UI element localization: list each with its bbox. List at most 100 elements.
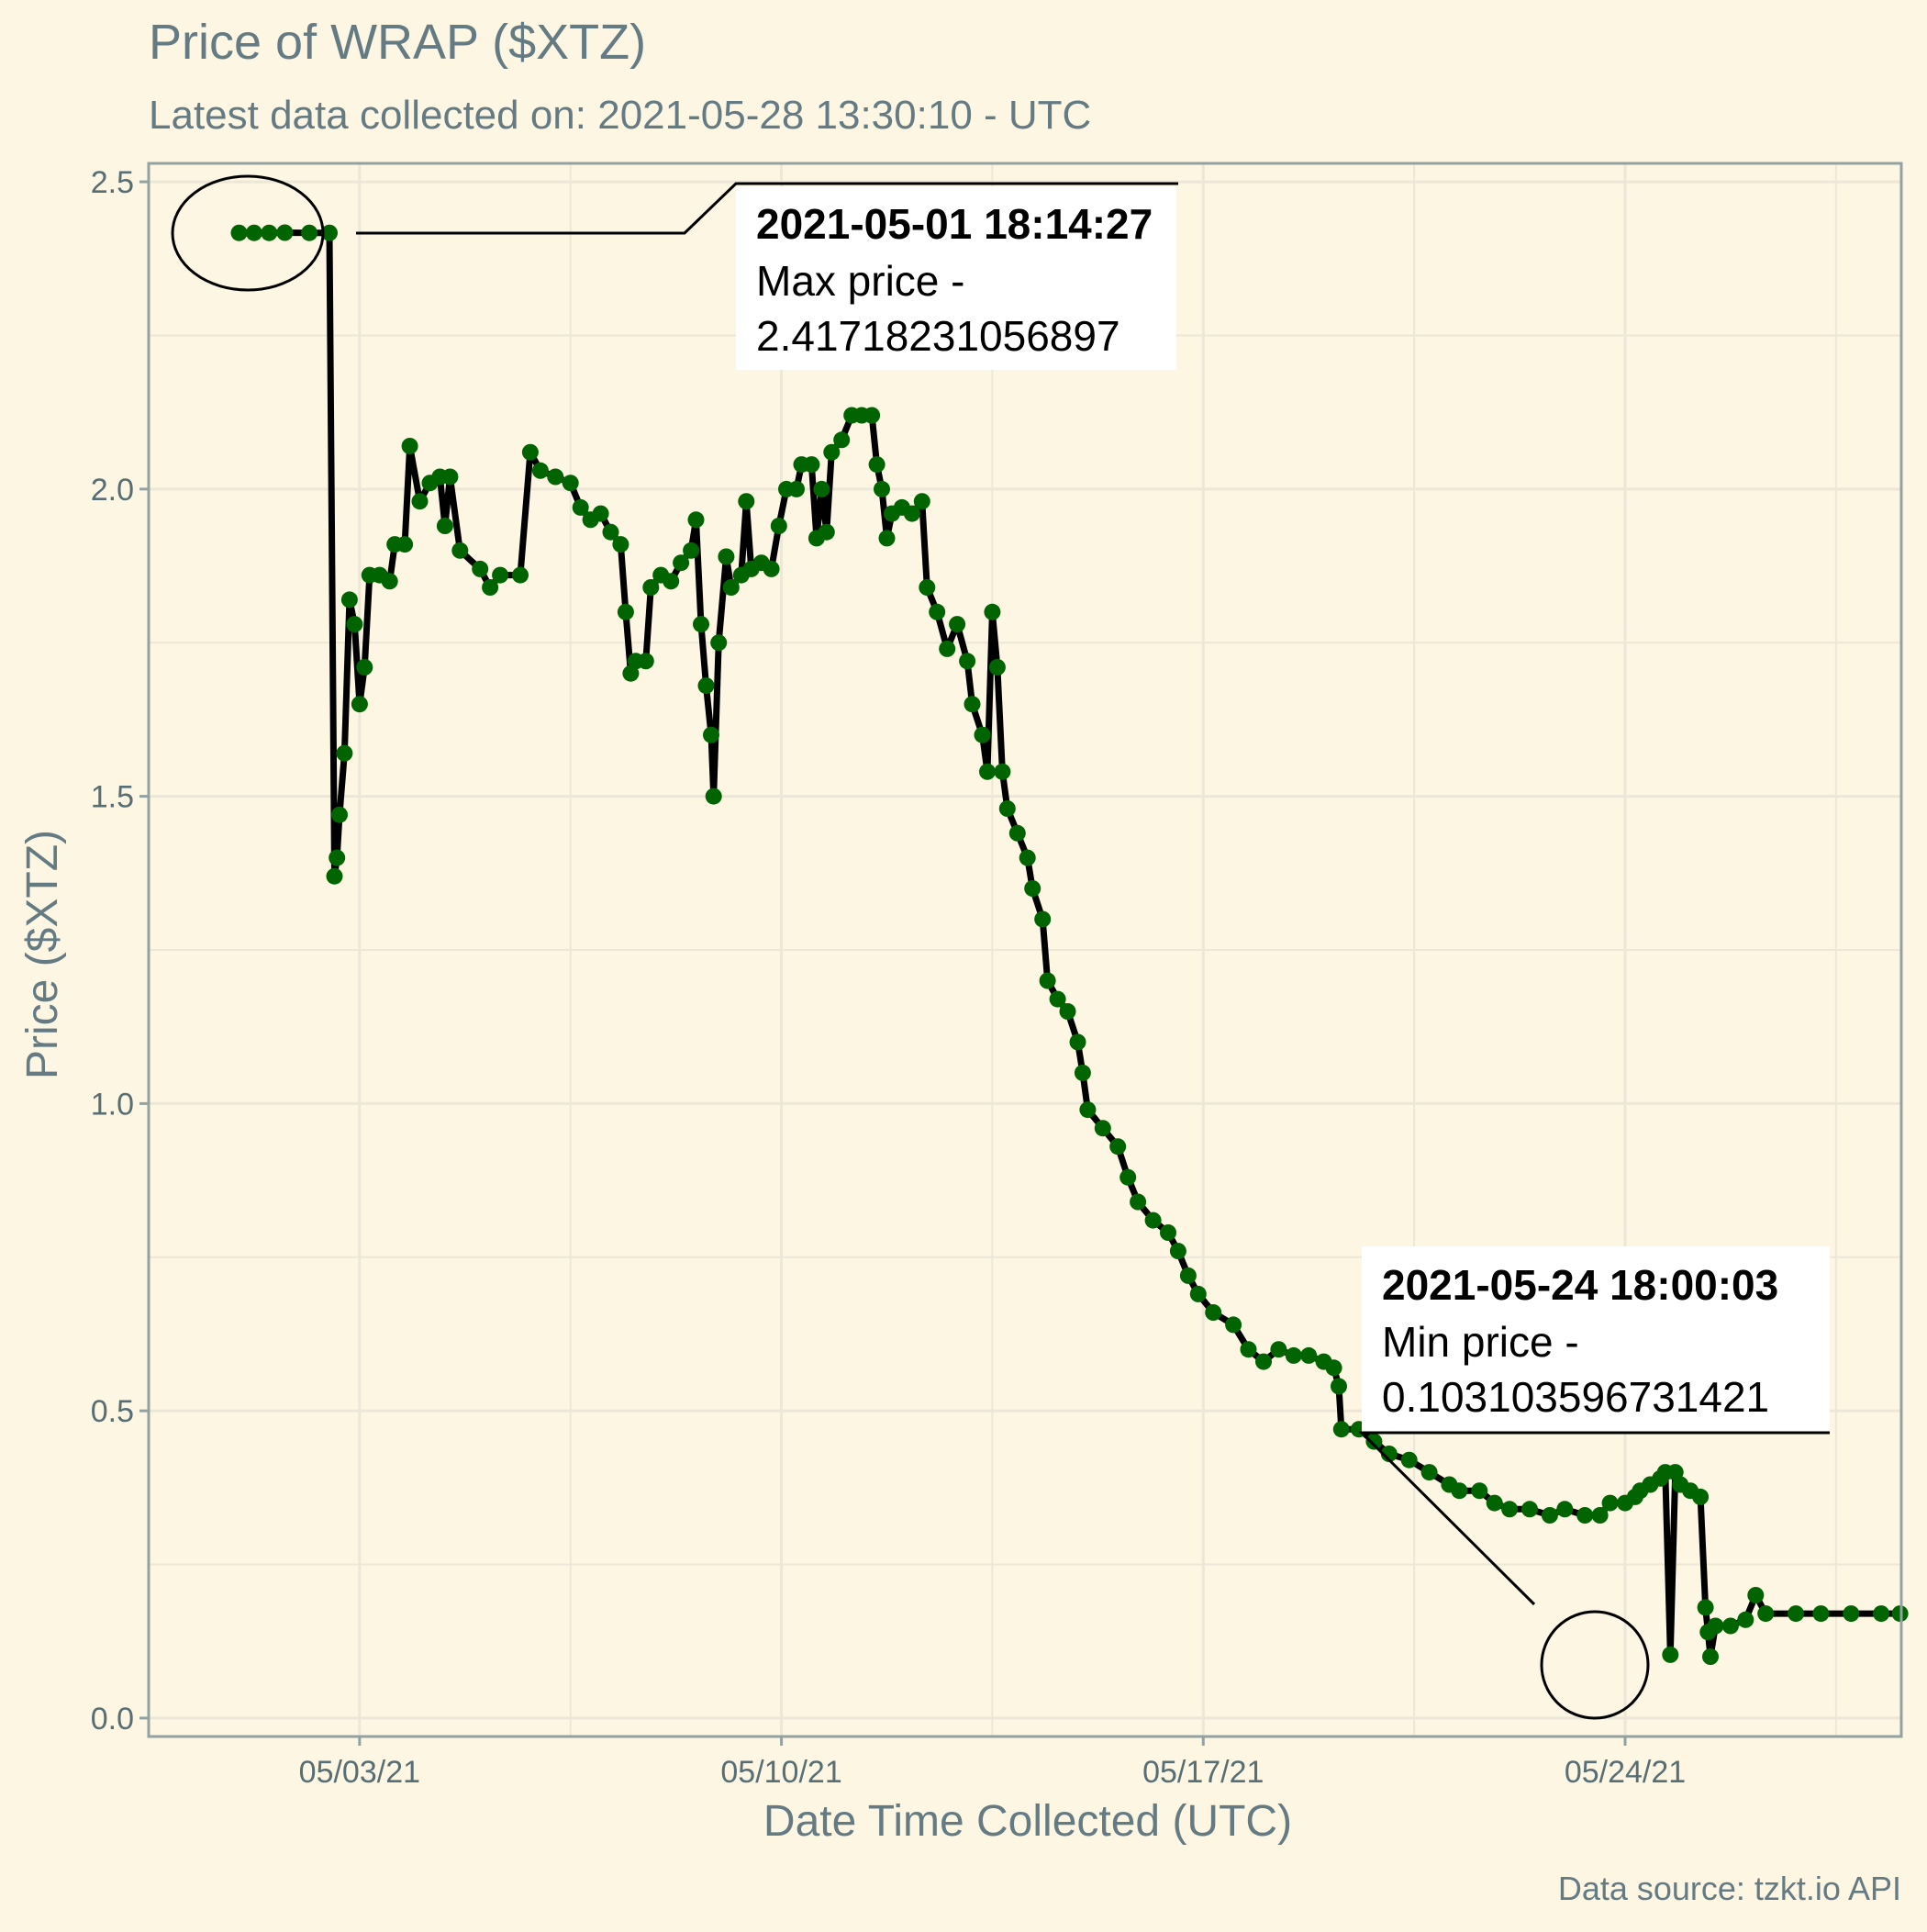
price-point [1556,1501,1574,1518]
price-point [998,800,1016,817]
price-point [703,726,719,743]
max-label-value: 2.41718231056897 [756,312,1120,360]
price-point [1365,1433,1383,1450]
max-label-text: Max price - [756,257,964,305]
price-point [1501,1501,1519,1518]
price-point [788,480,805,497]
price-point [617,603,634,620]
price-point [472,560,489,577]
price-point [903,505,920,522]
price-point [763,560,780,577]
min-highlight-circle [1540,1610,1650,1720]
price-point [1332,1421,1350,1438]
y-axis-label: Price ($XTZ) [18,830,67,1079]
price-point [979,763,996,780]
y-tick-label: 0.0 [91,1702,134,1737]
y-tick-label: 1.5 [91,780,134,815]
price-line [239,229,1900,1660]
price-point [833,431,851,449]
price-point [1721,1617,1739,1635]
price-point [913,493,930,510]
price-point [1707,1617,1724,1635]
price-point [1697,1599,1714,1616]
price-point [874,480,890,497]
price-point [1601,1494,1619,1512]
price-point [436,518,453,534]
chart-caption: Data source: tzkt.io API [1558,1870,1901,1907]
price-point [818,523,835,541]
price-point [1119,1168,1137,1186]
price-point [381,573,398,590]
price-point [1285,1346,1302,1364]
price-point [1189,1285,1207,1302]
price-point [939,640,956,657]
x-tick-label: 05/24/21 [1565,1755,1686,1790]
min-annotation: 2021-05-24 18:00:03 Min price - 0.103103… [1358,1246,1830,1720]
max-leader-line [356,182,1178,235]
price-point [1576,1507,1594,1524]
price-point [1873,1605,1890,1623]
price-point [803,456,820,474]
y-tick-label: 0.5 [91,1394,134,1429]
price-point [637,653,654,670]
y-tick-label: 2.5 [91,165,134,200]
price-point [346,616,363,633]
price-point [521,443,539,461]
price-point [1144,1212,1162,1229]
price-point [1737,1611,1754,1628]
price-point [340,591,358,609]
price-point [326,867,343,885]
price-point [1400,1451,1418,1469]
price-point [663,573,680,590]
min-leader-line [1358,1431,1830,1606]
price-point [878,530,896,547]
price-point [984,603,1001,620]
price-point [1240,1341,1257,1358]
price-point [994,763,1011,780]
x-tick-label: 05/10/21 [720,1755,841,1790]
price-point [868,456,886,474]
price-point [336,744,353,762]
price-point [512,566,529,584]
price-point [964,696,981,713]
price-point [1270,1341,1287,1358]
price-point [1024,880,1041,897]
price-point [683,542,700,559]
price-point [547,468,564,486]
price-point [1069,1033,1086,1051]
price-point [929,603,946,620]
price-point [329,849,346,866]
price-point [1049,990,1066,1008]
price-point [1451,1482,1468,1500]
price-point [321,224,338,241]
price-point [823,443,841,461]
price-point [1169,1243,1186,1260]
price-point [245,224,262,241]
price-point [673,554,690,572]
price-point [1074,1064,1091,1081]
price-point [1205,1304,1222,1321]
price-point [276,224,294,241]
price-point [1420,1464,1438,1481]
min-label-box [1362,1246,1830,1432]
price-point [411,493,429,510]
price-point [572,498,589,516]
price-point [482,579,499,596]
price-point [1788,1605,1805,1623]
price-point [1225,1316,1242,1334]
price-point [1471,1482,1488,1500]
price-point [1812,1605,1830,1623]
price-point [1094,1120,1111,1137]
price-point [1757,1605,1775,1623]
price-point [602,523,619,541]
price-point [1039,972,1056,989]
price-point [230,224,248,241]
price-point [718,548,735,565]
price-point [687,511,705,529]
price-point [1008,824,1026,842]
price-point [693,616,709,633]
price-point [959,653,976,670]
x-tick-label: 05/17/21 [1142,1755,1264,1790]
